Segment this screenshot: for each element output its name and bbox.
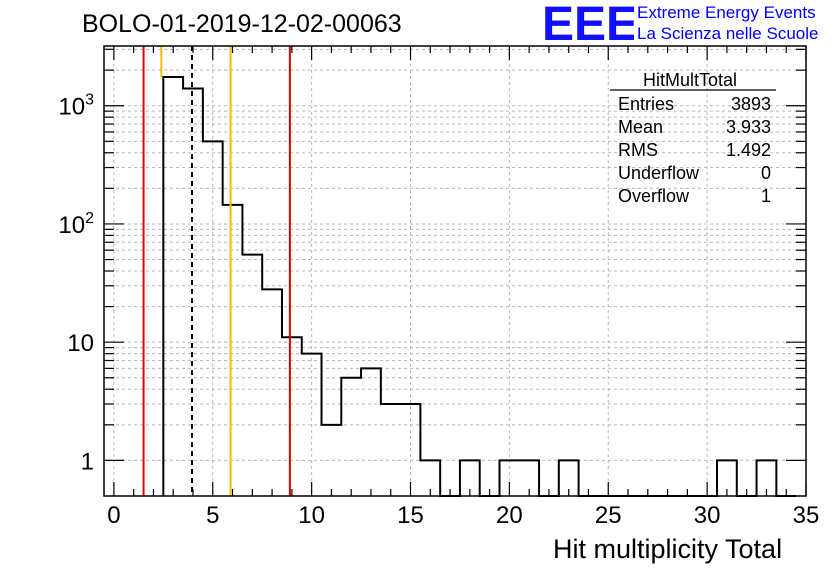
histogram-bin bbox=[322, 425, 342, 496]
eee-logo: EEE bbox=[542, 0, 634, 44]
x-tick-label: 10 bbox=[298, 502, 325, 529]
logo-line-1: Extreme Energy Events bbox=[637, 3, 816, 22]
x-axis-label: Hit multiplicity Total bbox=[553, 534, 783, 564]
x-tick-label: 20 bbox=[496, 502, 523, 529]
x-tick-label: 35 bbox=[793, 502, 820, 529]
stats-box: HitMultTotal Entries 3893 Mean 3.933 RMS 1.492… bbox=[610, 70, 776, 206]
stats-row-label: Underflow bbox=[618, 163, 700, 183]
y-tick-label: 103 bbox=[58, 92, 94, 121]
histogram-bars bbox=[162, 75, 797, 497]
y-tick-label: 1 bbox=[81, 448, 94, 475]
y-tick-label: 102 bbox=[58, 210, 94, 239]
histogram-bin bbox=[361, 368, 381, 496]
stats-row-label: RMS bbox=[618, 140, 658, 160]
x-tick-label: 5 bbox=[206, 502, 219, 529]
stats-box-title: HitMultTotal bbox=[643, 70, 737, 90]
histogram-bin bbox=[242, 255, 262, 496]
y-tick-label: 10 bbox=[67, 330, 94, 357]
histogram-bin bbox=[282, 337, 302, 496]
stats-row-value: 3.933 bbox=[726, 117, 771, 137]
eee-logo-mark: EEE bbox=[542, 0, 634, 44]
histogram-bin bbox=[341, 378, 361, 496]
stats-row-value: 1 bbox=[761, 186, 771, 206]
histogram-bin bbox=[223, 205, 243, 496]
histogram-bin bbox=[262, 289, 282, 496]
histogram-bin bbox=[302, 354, 322, 496]
stats-row-value: 1.492 bbox=[726, 140, 771, 160]
x-tick-label: 0 bbox=[107, 502, 120, 529]
histogram-bin bbox=[381, 404, 401, 496]
stats-row-value: 0 bbox=[761, 163, 771, 183]
x-tick-label: 30 bbox=[694, 502, 721, 529]
stats-row-label: Overflow bbox=[618, 186, 690, 206]
axes bbox=[103, 45, 807, 497]
x-tick-label: 15 bbox=[397, 502, 424, 529]
stats-row-value: 3893 bbox=[731, 94, 771, 114]
logo-line-2: La Scienza nelle Scuole bbox=[637, 24, 819, 43]
histogram-bin bbox=[203, 141, 223, 496]
stats-row-label: Entries bbox=[618, 94, 674, 114]
chart-title: BOLO-01-2019-12-02-00063 bbox=[82, 10, 402, 38]
grid-lines bbox=[104, 46, 807, 496]
histogram-bin bbox=[163, 77, 183, 496]
stats-row-label: Mean bbox=[618, 117, 663, 137]
x-tick-label: 25 bbox=[595, 502, 622, 529]
marker-lines bbox=[142, 46, 291, 496]
